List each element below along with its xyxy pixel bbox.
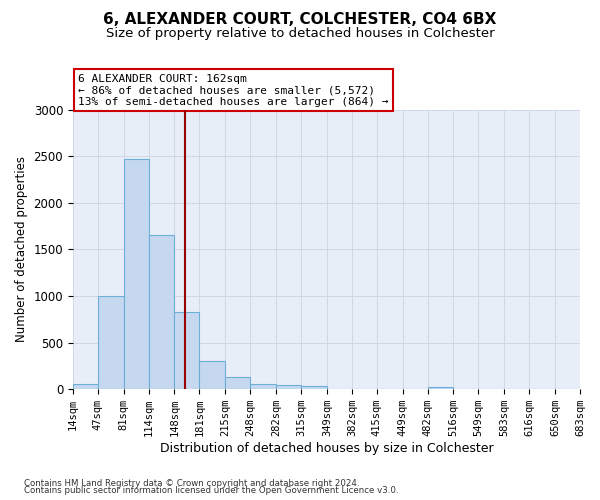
Y-axis label: Number of detached properties: Number of detached properties: [15, 156, 28, 342]
Bar: [124, 159, 149, 389]
Bar: [301, 386, 327, 389]
Bar: [149, 236, 175, 389]
X-axis label: Distribution of detached houses by size in Colchester: Distribution of detached houses by size …: [160, 442, 493, 455]
Bar: [250, 384, 276, 389]
Bar: [73, 384, 98, 389]
Text: Contains public sector information licensed under the Open Government Licence v3: Contains public sector information licen…: [24, 486, 398, 495]
Bar: [276, 384, 301, 389]
Bar: [225, 377, 250, 389]
Bar: [175, 312, 199, 389]
Text: Contains HM Land Registry data © Crown copyright and database right 2024.: Contains HM Land Registry data © Crown c…: [24, 478, 359, 488]
Bar: [428, 387, 454, 389]
Text: 6 ALEXANDER COURT: 162sqm
← 86% of detached houses are smaller (5,572)
13% of se: 6 ALEXANDER COURT: 162sqm ← 86% of detac…: [78, 74, 388, 107]
Bar: [98, 296, 124, 389]
Text: Size of property relative to detached houses in Colchester: Size of property relative to detached ho…: [106, 28, 494, 40]
Bar: [199, 362, 225, 389]
Text: 6, ALEXANDER COURT, COLCHESTER, CO4 6BX: 6, ALEXANDER COURT, COLCHESTER, CO4 6BX: [103, 12, 497, 28]
